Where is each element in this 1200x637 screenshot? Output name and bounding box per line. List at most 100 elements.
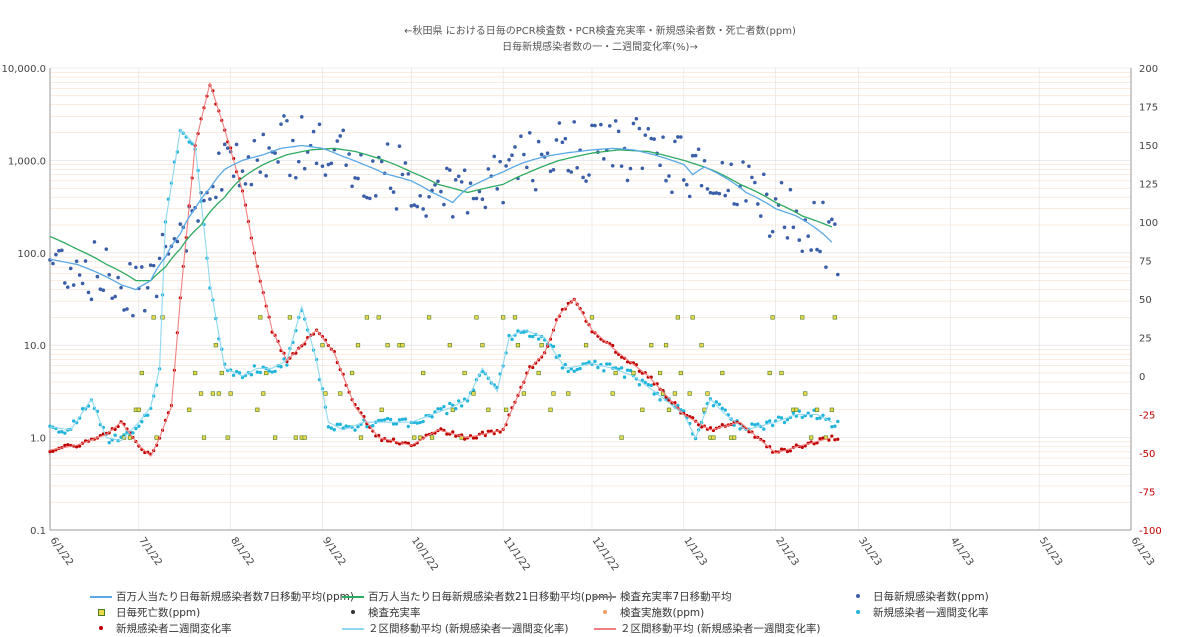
daily-cases-point <box>501 200 505 205</box>
legend-item: 日毎新規感染者数(ppm) <box>845 588 989 604</box>
biweekly-change-point <box>483 433 487 438</box>
daily-cases-point <box>815 247 819 252</box>
y-left-tick-label: 1,000.0 <box>8 156 46 167</box>
weekly-change-point <box>448 401 452 406</box>
daily-deaths-point <box>364 315 369 320</box>
daily-deaths-point <box>829 407 834 412</box>
daily-cases-point <box>566 168 571 173</box>
daily-cases-point <box>664 178 668 183</box>
weekly-change-point <box>388 417 393 422</box>
weekly-change-point <box>640 378 645 382</box>
daily-deaths-point <box>675 315 680 320</box>
daily-cases-point <box>347 152 351 156</box>
daily-cases-point <box>412 203 417 207</box>
daily-cases-point <box>649 136 654 141</box>
daily-cases-point <box>148 263 153 267</box>
biweekly-change-point <box>779 447 784 451</box>
weekly-change-point <box>249 372 254 377</box>
daily-deaths-point <box>503 407 509 412</box>
daily-cases-point <box>267 146 271 150</box>
daily-deaths-point <box>198 391 204 396</box>
weekly-change-point <box>587 360 591 364</box>
daily-cases-point <box>835 272 840 277</box>
daily-cases-point <box>314 161 319 166</box>
biweekly-change-point <box>812 442 816 446</box>
legend-item: 日毎死亡数(ppm) <box>88 604 200 620</box>
y-left-tick-label: 0.1 <box>30 526 46 537</box>
legend-marker <box>88 622 114 634</box>
x-tick-label: 5/1/23 <box>1037 535 1064 568</box>
legend-item: ２区間移動平均 (新規感染者一週間変化率) <box>592 620 821 636</box>
daily-cases-point <box>773 197 778 201</box>
weekly-change-point <box>71 419 76 423</box>
daily-cases-point <box>299 115 304 119</box>
weekly-change-point <box>457 399 461 403</box>
daily-deaths-point <box>480 343 485 348</box>
weekly-change-point <box>619 366 624 370</box>
biweekly-change-point <box>833 438 837 442</box>
weekly-change-point <box>833 424 837 428</box>
daily-cases-point <box>634 116 639 121</box>
biweekly-change-point <box>463 437 467 441</box>
daily-cases-point <box>554 138 559 142</box>
y-right-tick-label: 100 <box>1139 218 1158 229</box>
weekly-change-point <box>765 420 769 424</box>
daily-cases-point <box>735 202 739 207</box>
weekly-change-point <box>717 402 722 407</box>
daily-cases-point <box>495 187 500 191</box>
daily-cases-point <box>693 153 698 158</box>
biweekly-change-point <box>380 438 384 443</box>
daily-deaths-point <box>302 435 307 440</box>
legend-marker <box>340 606 366 618</box>
daily-cases-point <box>394 207 399 211</box>
weekly-change-point <box>608 362 612 366</box>
weekly-change-point <box>60 430 64 434</box>
weekly-change-point <box>596 365 600 370</box>
weekly-change-point <box>605 362 609 366</box>
daily-deaths-point <box>767 370 772 376</box>
daily-cases-point <box>104 247 109 251</box>
weekly-change-point <box>578 366 582 371</box>
daily-cases-point <box>717 191 722 196</box>
biweekly-change-point <box>492 432 496 436</box>
daily-cases-point <box>679 135 683 139</box>
daily-cases-point <box>613 119 618 123</box>
daily-deaths-point <box>640 407 645 412</box>
daily-deaths-point <box>193 370 198 376</box>
daily-cases-point <box>142 308 147 313</box>
daily-cases-point <box>89 297 94 302</box>
weekly-change-point <box>57 430 61 434</box>
daily-cases-point <box>110 296 114 301</box>
biweekly-change-point <box>788 449 793 453</box>
legend-marker <box>340 590 366 602</box>
weekly-change-point <box>785 417 790 422</box>
daily-cases-point <box>436 179 440 184</box>
y-left-tick-label: 1.0 <box>30 434 46 445</box>
daily-cases-point <box>439 189 443 194</box>
daily-cases-point <box>371 159 375 163</box>
weekly-change-point <box>720 406 724 411</box>
daily-deaths-point <box>154 435 159 440</box>
daily-cases-point <box>353 176 357 180</box>
daily-cases-point <box>113 294 117 299</box>
weekly-change-point <box>329 426 334 430</box>
daily-cases-point <box>273 151 277 155</box>
daily-cases-point <box>690 153 695 158</box>
weekly-change-point <box>714 400 719 404</box>
y-left-tick-label: 10.0 <box>24 341 46 352</box>
weekly-change-point <box>240 375 245 380</box>
weekly-change-point <box>809 414 813 418</box>
daily-cases-point <box>676 135 680 139</box>
weekly-change-point <box>622 375 627 379</box>
weekly-change-point <box>572 369 576 374</box>
weekly-change-point <box>338 422 342 427</box>
weekly-change-point <box>776 415 781 419</box>
daily-cases-point <box>812 200 816 205</box>
weekly-change-point <box>371 424 375 428</box>
daily-cases-point <box>98 287 103 292</box>
weekly-change-point <box>270 370 274 374</box>
weekly-change-point <box>134 426 138 431</box>
daily-cases-point <box>445 166 449 171</box>
legend-label: 新規感染者二週間変化率 <box>116 622 232 635</box>
daily-deaths-point <box>429 435 435 440</box>
